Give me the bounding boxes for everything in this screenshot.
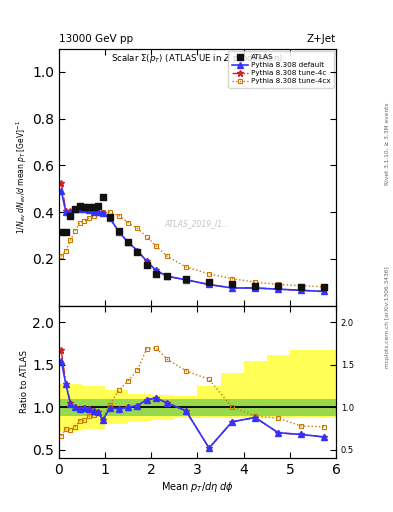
Point <box>134 248 141 256</box>
Point <box>58 228 64 236</box>
Point <box>63 228 69 236</box>
Point <box>298 283 305 291</box>
Bar <box>59 399 336 416</box>
Legend: ATLAS, Pythia 8.308 default, Pythia 8.308 tune-4c, Pythia 8.308 tune-4cx: ATLAS, Pythia 8.308 default, Pythia 8.30… <box>228 51 334 88</box>
Point <box>143 261 150 269</box>
Point <box>164 272 171 281</box>
Y-axis label: $1/N_{ev}\;dN_{ev}/d\;\mathrm{mean}\;p_T\;[\mathrm{GeV}]^{-1}$: $1/N_{ev}\;dN_{ev}/d\;\mathrm{mean}\;p_T… <box>15 120 29 234</box>
X-axis label: Mean $p_T/d\eta\;d\phi$: Mean $p_T/d\eta\;d\phi$ <box>161 480 234 494</box>
Point <box>125 239 131 247</box>
Text: Z+Jet: Z+Jet <box>307 33 336 44</box>
Point <box>107 212 113 221</box>
Point <box>153 270 159 278</box>
Point <box>72 204 78 212</box>
Point <box>321 283 328 291</box>
Point <box>67 211 73 220</box>
Y-axis label: Ratio to ATLAS: Ratio to ATLAS <box>20 350 29 413</box>
Text: Rivet 3.1.10, ≥ 3.3M events: Rivet 3.1.10, ≥ 3.3M events <box>385 102 390 185</box>
Point <box>90 203 97 211</box>
Text: ATLAS_2019_I1...: ATLAS_2019_I1... <box>165 219 230 228</box>
Point <box>81 203 88 211</box>
Point <box>77 202 83 210</box>
Point <box>252 282 258 290</box>
Point <box>95 202 101 210</box>
Point <box>86 203 92 211</box>
Point <box>229 281 235 289</box>
Point <box>206 278 212 286</box>
Point <box>275 282 281 290</box>
Text: 13000 GeV pp: 13000 GeV pp <box>59 33 133 44</box>
Point <box>116 227 122 235</box>
Text: Scalar $\Sigma(p_T)$ (ATLAS UE in $Z$ production): Scalar $\Sigma(p_T)$ (ATLAS UE in $Z$ pr… <box>112 53 283 66</box>
Point <box>183 274 189 283</box>
Point <box>100 193 106 201</box>
Text: mcplots.cern.ch [arXiv:1306.3436]: mcplots.cern.ch [arXiv:1306.3436] <box>385 267 390 368</box>
